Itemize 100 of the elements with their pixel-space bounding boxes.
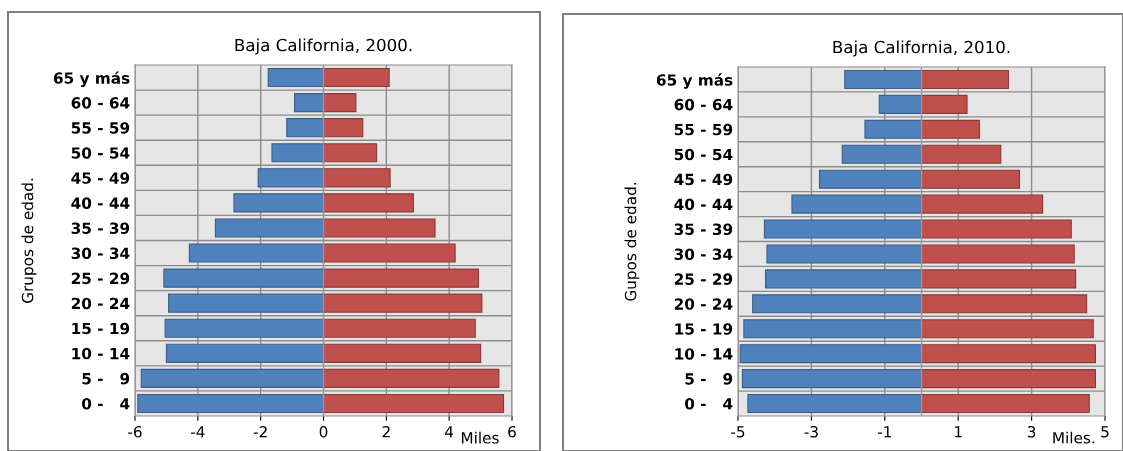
bar <box>140 368 325 388</box>
bar <box>137 393 325 414</box>
bar <box>864 119 923 139</box>
bar <box>188 243 325 263</box>
bar <box>294 93 325 113</box>
x-tick-label: 3 <box>1027 425 1036 438</box>
chart-title: Baja California, 2010. <box>833 40 1010 57</box>
bar <box>920 219 1072 239</box>
bar <box>214 218 325 238</box>
bar <box>764 269 923 289</box>
bar <box>322 343 482 363</box>
x-tick-label: -6 <box>128 425 142 438</box>
bar <box>920 144 1002 164</box>
bar <box>920 194 1044 214</box>
bar <box>322 318 476 338</box>
bar <box>739 344 923 364</box>
y-tick-label: 45 - 49 <box>674 173 733 186</box>
bar <box>322 218 436 238</box>
y-tick-label: 5 - 9 <box>685 373 733 385</box>
y-tick-label: 55 - 59 <box>71 122 130 134</box>
bar <box>920 394 1090 414</box>
x-tick-label: -2 <box>253 425 267 438</box>
x-axis-title: Miles <box>461 431 499 444</box>
bar <box>920 119 981 139</box>
y-tick-label: 10 - 14 <box>675 348 733 360</box>
bar <box>233 193 325 213</box>
chart-title: Baja California, 2000. <box>235 38 412 55</box>
y-tick-label: 55 - 59 <box>674 123 733 136</box>
bar <box>164 318 325 338</box>
y-tick-label: 15 - 19 <box>72 322 130 335</box>
bar <box>322 143 378 163</box>
x-tick-label: -4 <box>190 426 205 438</box>
y-tick-label: 50 - 54 <box>674 148 733 161</box>
bar <box>920 69 1010 89</box>
y-tick-label: 60 - 64 <box>71 97 130 109</box>
bar <box>920 344 1097 364</box>
bar <box>920 94 968 114</box>
bar <box>818 169 923 189</box>
y-tick-label: 30 - 34 <box>71 247 130 260</box>
y-axis-title: Gupos de edad. <box>624 182 640 301</box>
bar <box>747 394 923 414</box>
bar <box>163 268 325 288</box>
bar <box>752 294 923 314</box>
y-tick-label: 50 - 54 <box>71 147 130 159</box>
x-tick-label: 5 <box>1101 426 1109 438</box>
bar <box>766 244 923 264</box>
bar <box>763 219 923 239</box>
x-tick-label: 2 <box>382 425 390 438</box>
bar <box>257 168 325 188</box>
bar <box>920 169 1021 189</box>
bar <box>920 269 1077 289</box>
y-tick-label: 15 - 19 <box>675 323 733 335</box>
y-axis-title: Grupos de edad. <box>21 178 37 303</box>
bar <box>878 94 923 114</box>
bar <box>322 67 390 88</box>
bar <box>791 194 923 214</box>
bar <box>165 343 325 363</box>
bar <box>286 118 325 138</box>
bar <box>741 369 923 389</box>
y-tick-label: 35 - 39 <box>674 223 733 236</box>
bar <box>920 369 1097 389</box>
y-tick-label: 20 - 24 <box>674 298 733 310</box>
bar <box>322 118 364 138</box>
y-tick-label: 40 - 44 <box>674 198 733 211</box>
x-tick-label: 6 <box>508 425 516 438</box>
bar <box>322 193 414 213</box>
y-tick-label: 40 - 44 <box>71 197 130 209</box>
bar <box>920 244 1075 264</box>
y-tick-label: 65 y más <box>53 71 130 87</box>
bar <box>322 168 391 188</box>
x-tick-label: -3 <box>804 425 818 438</box>
y-tick-label: 25 - 29 <box>674 273 733 285</box>
bar <box>322 393 505 414</box>
y-tick-label: 60 - 64 <box>674 98 733 111</box>
bar <box>271 143 325 163</box>
y-tick-label: 10 - 14 <box>72 347 130 360</box>
bar <box>322 268 479 288</box>
y-tick-label: 5 - 9 <box>82 372 130 385</box>
x-tick-label: -1 <box>877 426 892 438</box>
x-tick-label: -5 <box>731 426 745 438</box>
bar <box>920 294 1088 314</box>
bar <box>743 319 923 339</box>
y-tick-label: 0 - 4 <box>684 398 733 410</box>
bar <box>267 67 325 88</box>
y-tick-label: 25 - 29 <box>71 272 130 285</box>
bar <box>841 144 923 164</box>
bar <box>168 293 325 313</box>
x-tick-label: 0 <box>319 425 328 438</box>
bar <box>920 319 1094 339</box>
bar <box>322 368 500 388</box>
y-tick-label: 45 - 49 <box>71 172 130 184</box>
y-tick-label: 35 - 39 <box>71 222 130 234</box>
bar <box>322 93 357 113</box>
y-tick-label: 20 - 24 <box>71 297 130 310</box>
bar <box>322 293 483 313</box>
y-tick-label: 30 - 34 <box>674 248 733 260</box>
x-axis-title: Miles. <box>1053 431 1095 444</box>
bar <box>844 69 923 89</box>
x-tick-label: 1 <box>955 426 962 438</box>
bar <box>322 243 456 263</box>
